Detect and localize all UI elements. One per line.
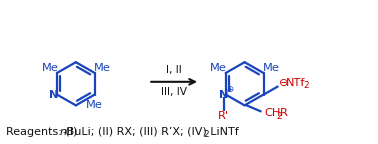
Text: N: N: [219, 90, 228, 100]
Text: Me: Me: [210, 63, 227, 73]
Text: Me: Me: [94, 63, 111, 73]
Text: R': R': [218, 111, 229, 121]
Text: 2: 2: [204, 130, 209, 139]
Text: ⊖: ⊖: [279, 78, 289, 88]
Text: 2: 2: [276, 112, 282, 121]
Text: ⊕: ⊕: [226, 85, 233, 94]
Text: Me: Me: [263, 63, 280, 73]
Text: CH: CH: [265, 108, 281, 118]
Text: 2: 2: [303, 81, 309, 90]
Text: -BuLi; (II) RX; (III) R’X; (IV) LiNTf: -BuLi; (II) RX; (III) R’X; (IV) LiNTf: [63, 127, 239, 137]
Text: Me: Me: [42, 63, 59, 73]
Text: Me: Me: [86, 100, 103, 110]
Text: R: R: [280, 108, 288, 118]
Text: n: n: [60, 127, 67, 137]
Text: NTf: NTf: [286, 78, 306, 88]
Text: I, II: I, II: [166, 65, 182, 75]
Text: III, IV: III, IV: [161, 87, 187, 97]
Text: Reagents: (I): Reagents: (I): [6, 127, 81, 137]
Text: N: N: [49, 90, 59, 100]
